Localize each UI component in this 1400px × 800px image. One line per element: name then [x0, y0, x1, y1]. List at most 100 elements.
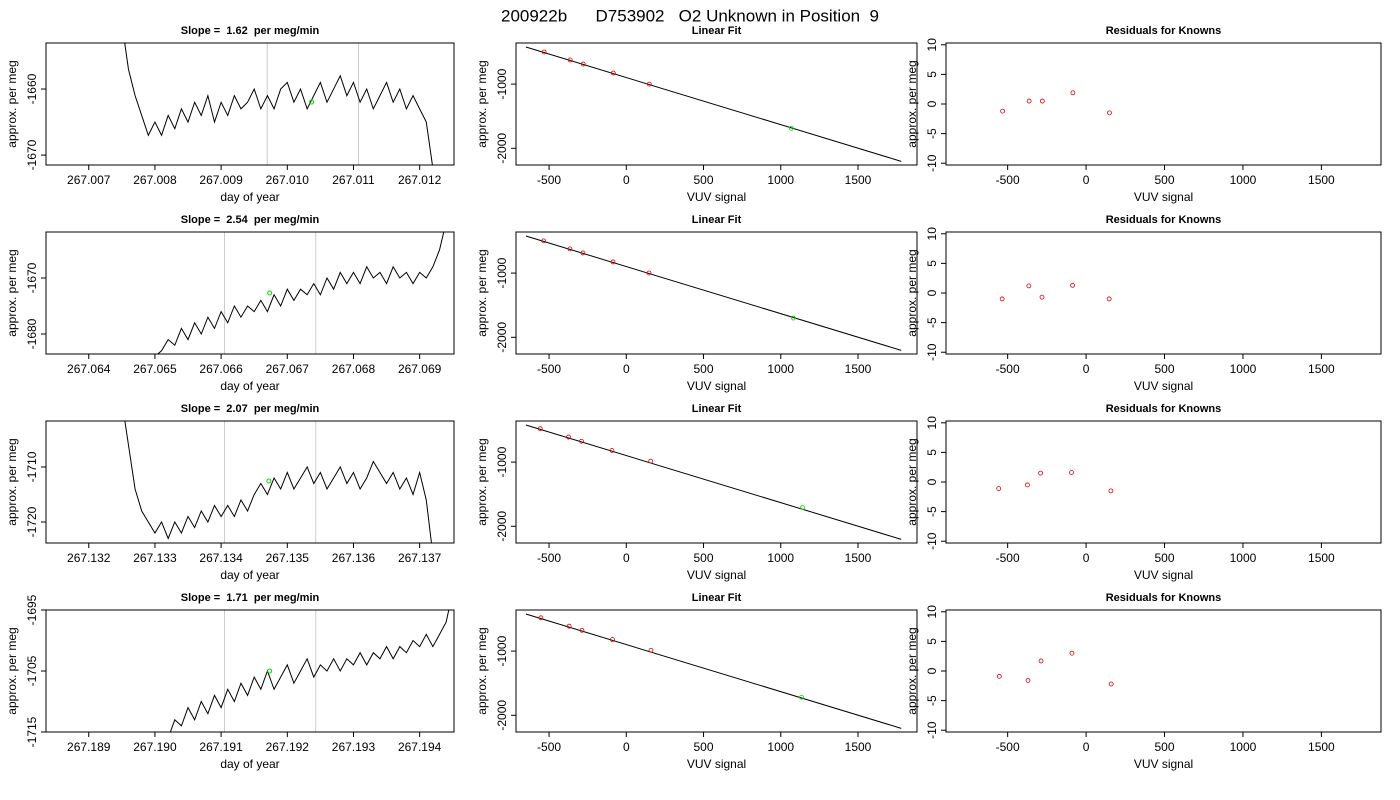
x-tick-label: 267.192: [266, 740, 310, 754]
x-tick-label: 1500: [845, 551, 872, 565]
plot-area: [157, 232, 445, 354]
plot-frame: [945, 231, 1382, 355]
x-tick-label: 500: [694, 173, 714, 187]
x-tick-label: -500: [537, 173, 561, 187]
point: [566, 623, 572, 629]
plot-area: [996, 650, 1114, 687]
y-tick-label: -1710: [25, 451, 39, 482]
y-tick-label: -1680: [25, 318, 39, 349]
x-axis-label: VUV signal: [687, 379, 746, 393]
x-tick-label: 1500: [845, 362, 872, 376]
x-tick-label: 267.008: [133, 173, 177, 187]
y-tick-label: 10: [925, 416, 939, 430]
plot-area: [525, 235, 902, 351]
point: [566, 434, 571, 440]
x-tick-label: 267.194: [398, 740, 442, 754]
x-tick-label: 500: [1155, 551, 1175, 565]
y-tick-label: -2000: [495, 322, 509, 353]
x-tick-label: -500: [537, 740, 561, 754]
x-tick-label: 267.066: [199, 362, 243, 376]
x-tick-label: -500: [537, 551, 561, 565]
point: [648, 647, 654, 653]
point: [538, 615, 544, 621]
x-tick-label: 267.191: [199, 740, 243, 754]
x-tick-label: 267.069: [398, 362, 442, 376]
point: [609, 448, 615, 453]
chart-title: Linear Fit: [692, 214, 742, 226]
x-tick-label: 267.009: [199, 173, 243, 187]
x-tick-label: 0: [1083, 740, 1090, 754]
x-axis-label: VUV signal: [687, 190, 746, 204]
plot-frame: [45, 231, 455, 355]
y-tick-label: 10: [925, 605, 939, 619]
x-tick-label: 267.135: [266, 551, 310, 565]
panel: Linear Fit VUV signal approx. per meg -500 0…: [475, 403, 918, 582]
figure-title: 200922b D753902 O2 Unknown in Position 9: [501, 6, 879, 25]
chart-title: Slope = 2.54 per meg/min: [181, 214, 320, 226]
y-tick-label: 5: [925, 260, 939, 267]
chart-title: Linear Fit: [692, 403, 742, 415]
point: [1038, 470, 1043, 476]
point: [580, 61, 586, 67]
plot-area: [525, 613, 902, 729]
x-tick-label: 267.067: [266, 362, 310, 376]
panel: Slope = 1.71 per meg/min day of year appro…: [5, 592, 455, 771]
y-tick-label: -10: [925, 343, 939, 361]
point: [1070, 282, 1075, 288]
x-tick-label: 267.068: [332, 362, 376, 376]
point: [1025, 482, 1030, 488]
y-tick-label: -1000: [495, 257, 509, 288]
y-axis-label: approx. per meg: [905, 438, 919, 525]
plot-frame: [515, 609, 918, 733]
panel: Linear Fit VUV signal approx. per meg -500 0…: [475, 25, 918, 204]
y-tick-label: 10: [925, 38, 939, 52]
x-tick-label: 267.012: [398, 173, 442, 187]
y-tick-label: -1720: [25, 506, 39, 537]
point: [999, 296, 1005, 302]
panel: Slope = 2.07 per meg/min day of year appro…: [5, 403, 455, 582]
y-tick-label: 0: [925, 667, 939, 674]
x-tick-label: 0: [1083, 362, 1090, 376]
panel: Linear Fit VUV signal approx. per meg -500 0…: [475, 214, 918, 393]
x-tick-label: 1500: [1308, 173, 1335, 187]
x-tick-label: 0: [1083, 173, 1090, 187]
chart-title: Linear Fit: [692, 592, 742, 604]
y-tick-label: 5: [925, 71, 939, 78]
y-axis-label: approx. per meg: [5, 438, 19, 525]
point: [1108, 681, 1114, 687]
y-axis-label: approx. per meg: [475, 438, 489, 525]
y-tick-label: -1705: [25, 655, 39, 686]
y-tick-label: -1695: [25, 594, 39, 625]
x-tick-label: 1500: [1308, 740, 1335, 754]
y-axis-label: approx. per meg: [905, 249, 919, 336]
plot-area: [525, 46, 902, 162]
plot-area: [1000, 90, 1112, 116]
panel: Residuals for Knowns VUV signal approx. pe…: [905, 214, 1382, 393]
x-tick-label: 267.007: [67, 173, 111, 187]
plot-frame: [945, 420, 1382, 544]
point: [1108, 488, 1114, 494]
y-tick-label: 5: [925, 449, 939, 456]
point: [1025, 678, 1031, 683]
y-axis-label: approx. per meg: [905, 60, 919, 147]
chart-title: Linear Fit: [692, 25, 742, 37]
x-tick-label: 1000: [767, 740, 794, 754]
x-axis-label: VUV signal: [1134, 379, 1193, 393]
x-tick-label: 1000: [1230, 362, 1257, 376]
marker: [267, 668, 273, 674]
y-tick-label: -10: [925, 721, 939, 739]
y-tick-label: -10: [925, 154, 939, 172]
plot-area: [525, 424, 902, 540]
panel: Residuals for Knowns VUV signal approx. pe…: [905, 25, 1382, 204]
y-tick-label: -10: [925, 532, 939, 550]
panel: Slope = 1.62 per meg/min day of year appro…: [5, 25, 455, 204]
x-tick-label: 267.132: [67, 551, 111, 565]
y-axis-label: approx. per meg: [475, 627, 489, 714]
point: [791, 315, 796, 321]
x-axis-label: VUV signal: [687, 568, 746, 582]
x-axis-label: VUV signal: [1134, 568, 1193, 582]
x-tick-label: 267.064: [67, 362, 111, 376]
y-tick-label: -1000: [495, 635, 509, 666]
